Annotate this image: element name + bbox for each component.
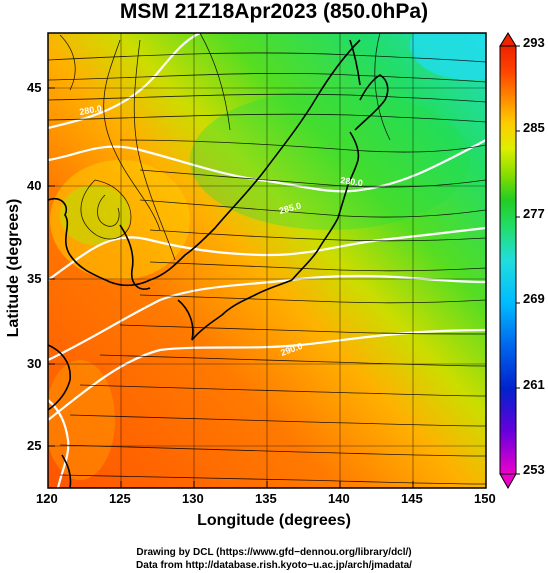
coastlines — [48, 39, 389, 488]
x-tick-label: 135 — [255, 491, 277, 506]
colorbar-min-arrow — [499, 473, 517, 490]
x-tick-label: 125 — [109, 491, 131, 506]
y-tick-label: 40 — [27, 178, 42, 193]
colorbar-tick-label: 285 — [523, 120, 545, 135]
y-axis-label: Latitude (degrees) — [5, 198, 22, 338]
y-tick-label: 30 — [27, 356, 42, 371]
y-tick-label: 45 — [27, 80, 42, 95]
x-tick-label: 140 — [328, 491, 350, 506]
colorbar-tick-label: 269 — [523, 291, 545, 306]
credit-line: Drawing by DCL (https://www.gfd−dennou.o… — [136, 547, 412, 558]
credit-line: Data from http://database.rish.kyoto−u.a… — [136, 560, 412, 571]
contour-label: 280.0 — [79, 103, 103, 117]
colorbar-tick-label: 253 — [523, 462, 545, 477]
graticule — [48, 33, 486, 488]
y-tick-label: 35 — [27, 271, 42, 286]
colorbar-tick-label: 293 — [523, 35, 545, 50]
contour-label: 280.0 — [340, 175, 364, 188]
x-tick-label: 150 — [474, 491, 496, 506]
isotherm-contours — [48, 33, 486, 488]
colorbar-tick-label: 261 — [523, 377, 545, 392]
colorbar — [499, 32, 520, 490]
x-tick-label: 120 — [36, 491, 58, 506]
x-axis-label: Longitude (degrees) — [197, 512, 351, 529]
x-tick-label: 145 — [401, 491, 423, 506]
colorbar-max-arrow — [499, 32, 517, 47]
map-title: MSM 21Z18Apr2023 (850.0hPa) — [119, 0, 429, 23]
x-axis-ticks — [47, 87, 487, 488]
x-tick-label: 130 — [182, 491, 204, 506]
colorbar-tick-label: 277 — [523, 206, 545, 221]
y-tick-label: 25 — [27, 438, 42, 453]
